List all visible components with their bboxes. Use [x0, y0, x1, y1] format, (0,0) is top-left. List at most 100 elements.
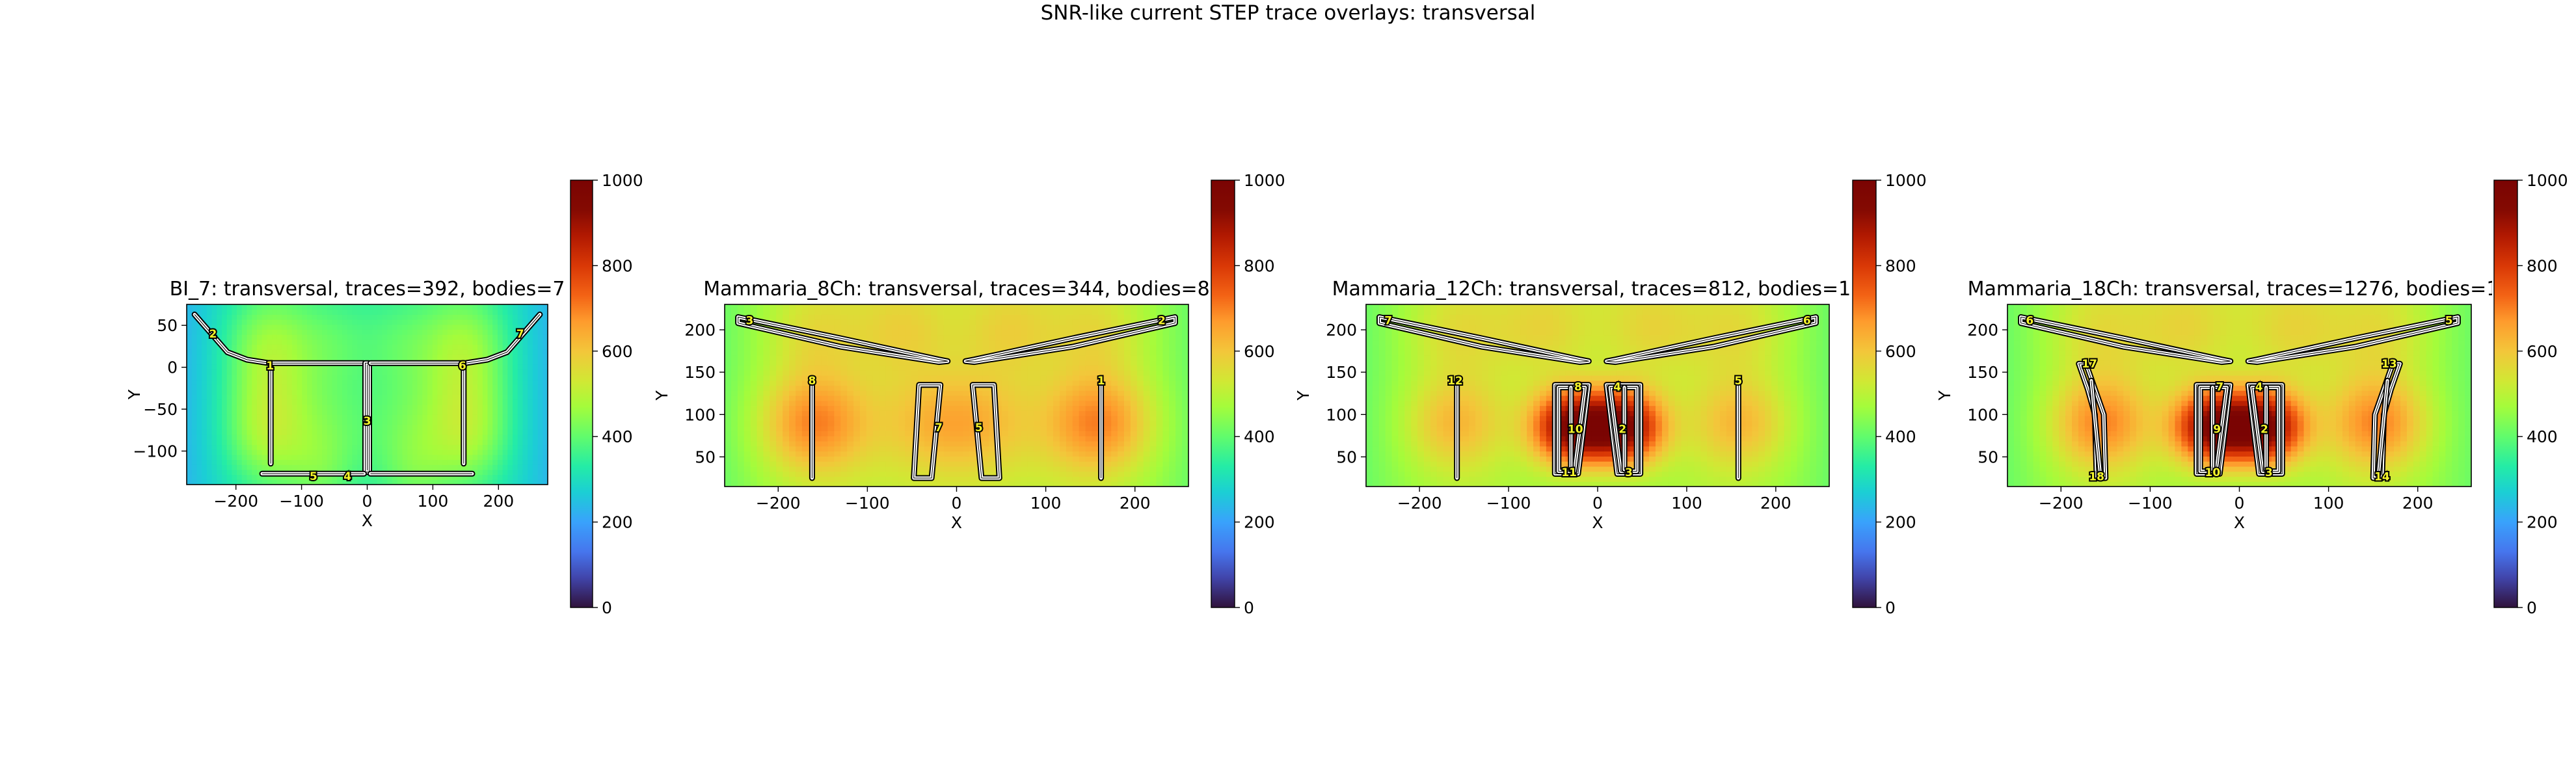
heatmap-field — [1366, 304, 1829, 487]
y-tick-label: 50 — [157, 316, 178, 335]
colorbar-tick-label: 200 — [2527, 513, 2558, 532]
colorbar-tick-label: 600 — [1885, 342, 1916, 361]
body-label: 14 — [2374, 470, 2390, 483]
panel-1: 1 2 3 4 5 6 7 −200 −100 0 100 200 50 0 −50 −100 X Y BI_7: … — [125, 278, 565, 530]
colorbar-gradient — [1852, 180, 1877, 608]
y-axis-label: Y — [125, 389, 144, 400]
x-tick-label: −100 — [279, 492, 324, 511]
body-label: 10 — [2205, 466, 2221, 479]
body-label: 11 — [1561, 466, 1577, 479]
trace-core — [1558, 387, 1586, 472]
colorbar: 0 200 400 600 800 1000 — [569, 171, 643, 618]
colorbar-tick-label: 800 — [602, 256, 633, 275]
body-label: 2 — [1618, 423, 1626, 436]
trace-core — [370, 314, 541, 364]
trace-bodies: 5 6 7 12 8 10 11 4 2 3 — [1376, 314, 1819, 481]
x-tick-label: 100 — [1030, 494, 1062, 513]
colorbar-tick-label: 600 — [602, 342, 633, 361]
body-label: 4 — [2255, 380, 2263, 394]
y-tick-label: 100 — [1967, 405, 1998, 424]
body-label: 3 — [2265, 466, 2273, 479]
trace-core — [2199, 387, 2227, 472]
trace-core — [2247, 317, 2458, 363]
y-tick-label: 150 — [1326, 363, 1357, 382]
trace-core — [2091, 380, 2101, 474]
y-tick-label: 50 — [1336, 447, 1357, 466]
y-tick-label: 0 — [167, 358, 178, 377]
y-tick-label: 150 — [684, 363, 716, 382]
colorbar-gradient — [2493, 180, 2518, 608]
x-axis-label: X — [1592, 513, 1603, 532]
panel-title: BI_7: transversal, traces=392, bodies=7 — [170, 278, 565, 300]
colorbar-tick-label: 800 — [1244, 256, 1275, 275]
trace-core — [2372, 363, 2400, 479]
colorbar-tick-label: 400 — [602, 427, 633, 446]
body-label: 1 — [266, 360, 274, 373]
x-tick-label: −200 — [213, 492, 258, 511]
body-label: 4 — [343, 470, 351, 483]
colorbar-gradient — [1211, 180, 1235, 608]
body-label: 5 — [1734, 375, 1742, 388]
trace-core — [2378, 380, 2388, 474]
y-tick-label: 200 — [1967, 321, 1998, 340]
body-label: 17 — [2082, 358, 2097, 371]
body-label: 3 — [745, 315, 753, 328]
x-axis-label: X — [951, 513, 962, 532]
body-label: 8 — [1574, 380, 1582, 394]
body-label: 6 — [1803, 315, 1811, 328]
y-tick-label: −100 — [133, 442, 178, 461]
x-axis-label: X — [362, 511, 373, 530]
trace-core — [194, 314, 364, 364]
trace-core — [972, 384, 1000, 479]
x-tick-label: 200 — [483, 492, 514, 511]
x-tick-label: 0 — [2234, 494, 2245, 513]
colorbar-tick-label: 200 — [1244, 513, 1275, 532]
body-label: 9 — [2213, 423, 2221, 436]
body-label: 3 — [364, 415, 371, 428]
body-label: 2 — [2261, 423, 2268, 436]
y-tick-label: 50 — [1978, 447, 1998, 466]
colorbar-tick-label: 1000 — [2527, 171, 2568, 190]
x-tick-label: 0 — [952, 494, 962, 513]
body-label: 6 — [459, 360, 466, 373]
y-tick-label: 100 — [1326, 405, 1357, 424]
body-label: 8 — [808, 375, 816, 388]
colorbar: 0 200 400 600 800 1000 — [1851, 171, 1927, 618]
x-tick-label: 0 — [362, 492, 373, 511]
panel-4: 5 6 17 18 13 14 7 9 10 4 2 3 −200 −100 0 100 200 200 150 10… — [1935, 278, 2511, 532]
y-tick-label: 200 — [684, 321, 716, 340]
trace-core — [1609, 387, 1637, 472]
body-label: 4 — [1613, 380, 1621, 394]
x-tick-label: 100 — [1671, 494, 1702, 513]
panel-title: Mammaria_18Ch: transversal, traces=1276,… — [1968, 278, 2512, 300]
body-label: 10 — [1568, 423, 1583, 436]
body-label: 7 — [935, 421, 943, 434]
x-tick-label: 100 — [418, 492, 449, 511]
y-tick-label: 200 — [1326, 321, 1357, 340]
colorbar-tick-label: 0 — [1244, 598, 1254, 617]
body-label: 1 — [1097, 375, 1105, 388]
x-tick-label: −200 — [1397, 494, 1442, 513]
trace-core — [965, 317, 1175, 363]
figure-title: SNR-like current STEP trace overlays: tr… — [1040, 1, 1536, 25]
y-tick-label: −50 — [143, 400, 178, 419]
y-axis-label: Y — [1294, 390, 1313, 401]
x-tick-label: −200 — [2039, 494, 2084, 513]
colorbar-tick-label: 200 — [1885, 513, 1916, 532]
x-tick-label: −100 — [2128, 494, 2173, 513]
y-tick-label: 50 — [695, 447, 716, 466]
y-axis-label: Y — [1935, 390, 1954, 401]
body-label: 7 — [1384, 315, 1392, 328]
colorbar-tick-label: 800 — [2527, 256, 2558, 275]
body-label: 7 — [517, 328, 524, 341]
body-label: 5 — [310, 470, 317, 483]
panel-title: Mammaria_12Ch: transversal, traces=812, … — [1332, 278, 1864, 300]
panel-3: 5 6 7 12 8 10 11 4 2 3 −200 −100 0 100 200 200 150 100 50 X… — [1294, 278, 1863, 532]
body-label: 5 — [975, 421, 983, 434]
trace-core — [913, 384, 941, 479]
x-tick-label: 200 — [2402, 494, 2434, 513]
panel-title: Mammaria_8Ch: transversal, traces=344, b… — [703, 278, 1210, 300]
colorbar-tick-label: 0 — [2527, 598, 2537, 617]
trace-core — [1379, 317, 1589, 363]
